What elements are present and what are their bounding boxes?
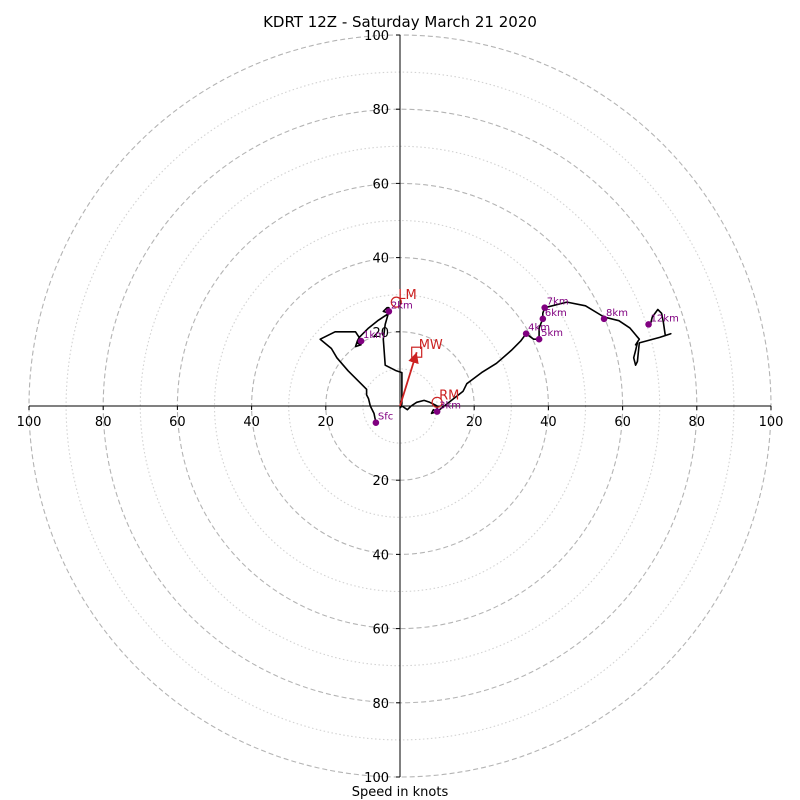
storm-motion-lm-marker	[390, 296, 402, 308]
y-tick-label: 60	[372, 623, 389, 638]
height-label-sfc: Sfc	[378, 412, 393, 423]
height-label-8km: 8km	[606, 308, 628, 319]
storm-motion-vectors: LM MW RM	[390, 288, 459, 408]
axis-ticks: 1001008080606040402020202040406060808010…	[17, 29, 784, 786]
y-tick-label: 100	[364, 29, 389, 44]
height-label-3km: 3km	[439, 401, 461, 412]
height-point-1km	[357, 337, 365, 345]
chart-title: KDRT 12Z - Saturday March 21 2020	[263, 13, 537, 31]
height-label-6km: 6km	[545, 308, 567, 319]
storm-motion-rm-marker	[431, 396, 443, 408]
storm-motion-mw-marker	[411, 346, 423, 358]
height-point-sfc	[372, 419, 380, 426]
y-tick-label: 40	[372, 252, 389, 267]
y-tick-label: 80	[372, 103, 389, 118]
x-tick-label: 20	[466, 415, 483, 430]
height-point-5km	[535, 335, 543, 343]
height-point-8km	[600, 315, 608, 323]
height-point-12km	[645, 321, 652, 328]
height-label-1km: 1km	[363, 330, 385, 341]
y-tick-label: 80	[372, 697, 389, 712]
height-label-5km: 5km	[541, 328, 563, 339]
height-label-2km: 2km	[391, 300, 413, 311]
x-tick-label: 60	[169, 415, 186, 430]
x-axis-label: Speed in knots	[352, 785, 449, 800]
height-point-6km	[539, 315, 547, 323]
height-point-3km	[433, 408, 441, 415]
x-tick-label: 80	[95, 415, 112, 430]
storm-motion-rm-label: RM	[439, 388, 459, 403]
y-tick-label: 60	[372, 177, 389, 192]
height-point-7km	[541, 304, 548, 311]
x-tick-label: 40	[243, 415, 260, 430]
height-point-2km	[385, 308, 393, 315]
x-tick-label: 40	[540, 415, 557, 430]
mean-wind-arrow	[399, 351, 419, 407]
x-tick-label: 20	[318, 415, 335, 430]
y-tick-label: 100	[364, 771, 389, 786]
storm-motion-lm-label: LM	[398, 288, 416, 303]
y-tick-label: 20	[372, 474, 389, 489]
x-tick-label: 80	[689, 415, 706, 430]
height-label-7km: 7km	[547, 297, 569, 308]
storm-motion-mw-label: MW	[419, 338, 443, 353]
x-tick-label: 100	[17, 415, 42, 430]
x-tick-label: 60	[614, 415, 631, 430]
height-label-12km: 12km	[651, 313, 679, 324]
x-tick-label: 100	[759, 415, 784, 430]
y-tick-label: 40	[372, 548, 389, 563]
height-point-4km	[522, 330, 530, 337]
height-label-4km: 4km	[528, 323, 550, 334]
